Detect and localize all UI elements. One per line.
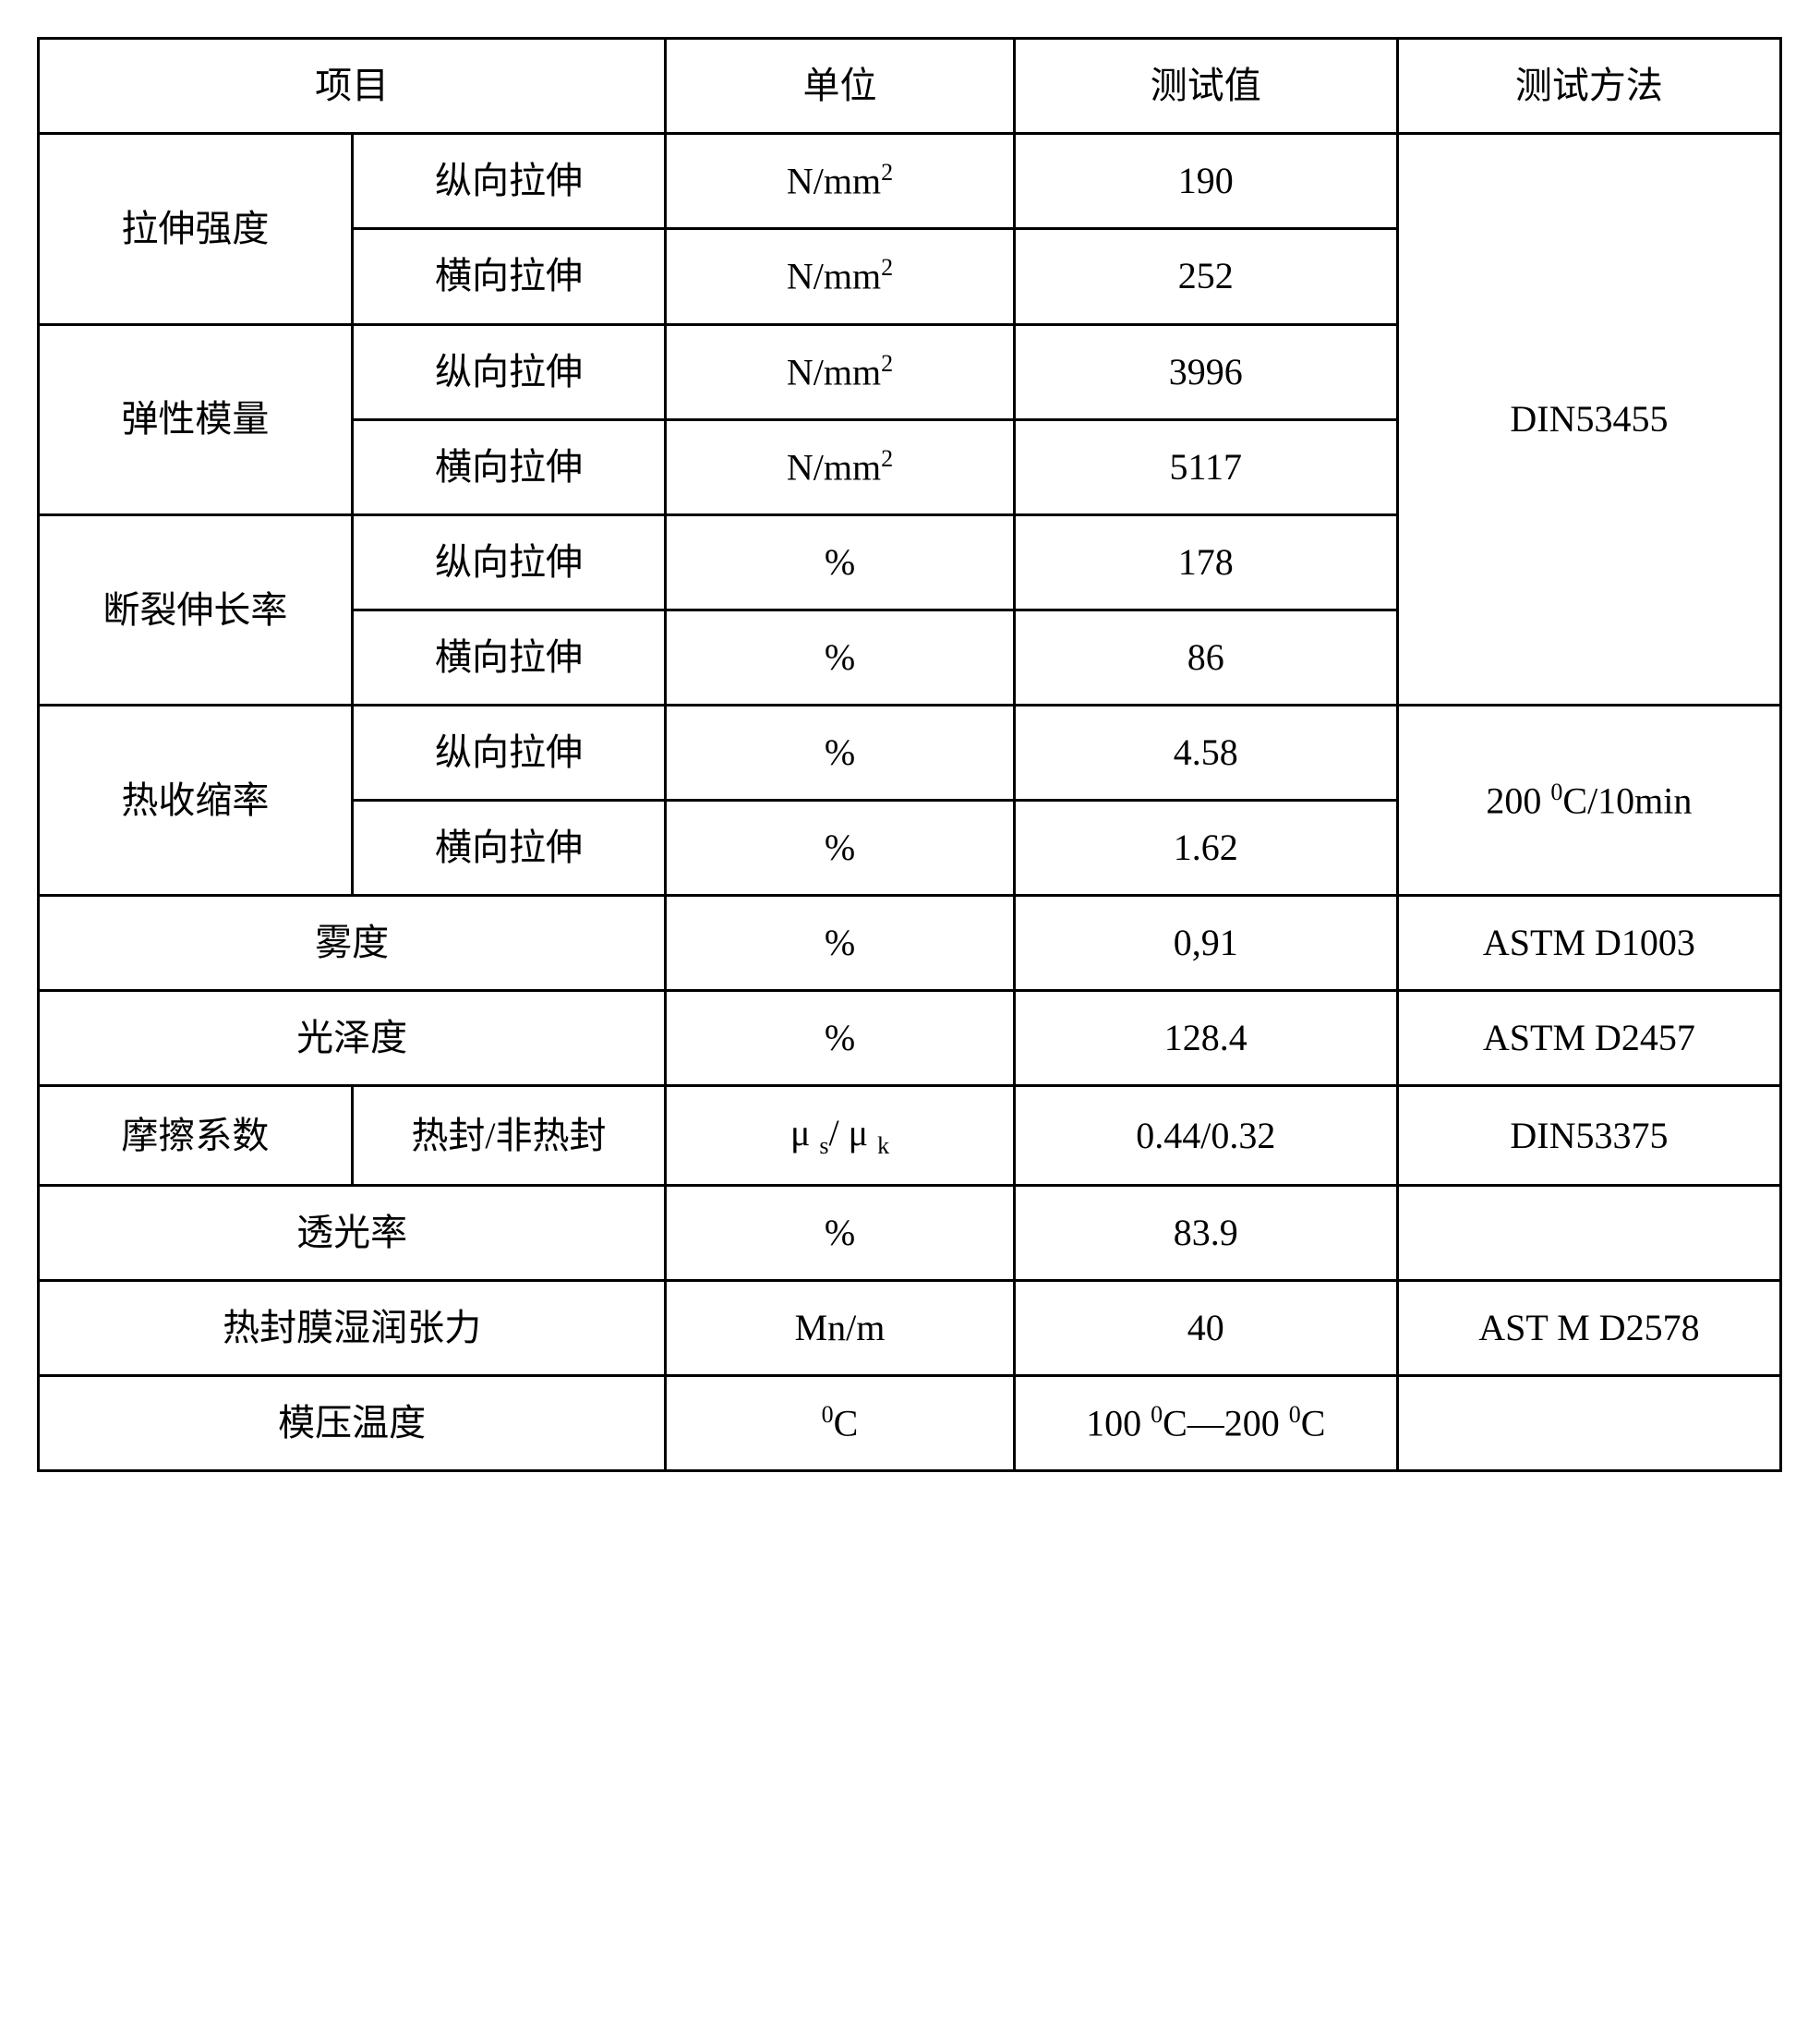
value-cell: 178: [1014, 515, 1397, 610]
row-name: 雾度: [39, 896, 666, 991]
value-cell: 40: [1014, 1281, 1397, 1376]
direction-cell: 横向拉伸: [352, 419, 666, 514]
unit-cell: %: [666, 515, 1014, 610]
direction-cell: 横向拉伸: [352, 801, 666, 896]
table-row: 模压温度 0C 100 0C—200 0C: [39, 1376, 1781, 1471]
table-row: 光泽度 % 128.4 ASTM D2457: [39, 991, 1781, 1086]
table-row: 摩擦系数 热封/非热封 μ s/ μ k 0.44/0.32 DIN53375: [39, 1086, 1781, 1186]
value-cell: 5117: [1014, 419, 1397, 514]
method-cell: [1397, 1186, 1780, 1281]
header-method: 测试方法: [1397, 39, 1780, 134]
value-cell: 86: [1014, 610, 1397, 706]
value-cell: 252: [1014, 229, 1397, 324]
value-cell: 100 0C—200 0C: [1014, 1376, 1397, 1471]
group-name: 断裂伸长率: [39, 515, 353, 706]
direction-cell: 横向拉伸: [352, 610, 666, 706]
direction-cell: 纵向拉伸: [352, 515, 666, 610]
direction-cell: 横向拉伸: [352, 229, 666, 324]
table-row: 热收缩率 纵向拉伸 % 4.58 200 0C/10min: [39, 706, 1781, 801]
unit-cell: Mn/m: [666, 1281, 1014, 1376]
unit-cell: %: [666, 1186, 1014, 1281]
group-name: 热收缩率: [39, 706, 353, 896]
table-header-row: 项目 单位 测试值 测试方法: [39, 39, 1781, 134]
value-cell: 83.9: [1014, 1186, 1397, 1281]
method-cell: [1397, 1376, 1780, 1471]
table-row: 热封膜湿润张力 Mn/m 40 AST M D2578: [39, 1281, 1781, 1376]
group-name: 拉伸强度: [39, 134, 353, 325]
header-item: 项目: [39, 39, 666, 134]
unit-cell: %: [666, 991, 1014, 1086]
direction-cell: 纵向拉伸: [352, 324, 666, 419]
unit-cell: %: [666, 706, 1014, 801]
method-cell: 200 0C/10min: [1397, 706, 1780, 896]
header-value: 测试值: [1014, 39, 1397, 134]
table-row: 雾度 % 0,91 ASTM D1003: [39, 896, 1781, 991]
unit-cell: N/mm2: [666, 324, 1014, 419]
unit-cell: N/mm2: [666, 134, 1014, 229]
method-cell: ASTM D2457: [1397, 991, 1780, 1086]
unit-cell: %: [666, 610, 1014, 706]
method-cell: AST M D2578: [1397, 1281, 1780, 1376]
header-unit: 单位: [666, 39, 1014, 134]
method-cell: DIN53455: [1397, 134, 1780, 706]
value-cell: 1.62: [1014, 801, 1397, 896]
table-row: 透光率 % 83.9: [39, 1186, 1781, 1281]
unit-cell: N/mm2: [666, 229, 1014, 324]
unit-cell: N/mm2: [666, 419, 1014, 514]
row-name: 光泽度: [39, 991, 666, 1086]
value-cell: 0,91: [1014, 896, 1397, 991]
method-cell: ASTM D1003: [1397, 896, 1780, 991]
unit-cell: 0C: [666, 1376, 1014, 1471]
value-cell: 128.4: [1014, 991, 1397, 1086]
table-row: 拉伸强度 纵向拉伸 N/mm2 190 DIN53455: [39, 134, 1781, 229]
direction-cell: 纵向拉伸: [352, 134, 666, 229]
properties-table: 项目 单位 测试值 测试方法 拉伸强度 纵向拉伸 N/mm2 190 DIN53…: [37, 37, 1782, 1472]
row-name: 热封膜湿润张力: [39, 1281, 666, 1376]
unit-cell: μ s/ μ k: [666, 1086, 1014, 1186]
unit-cell: %: [666, 801, 1014, 896]
value-cell: 4.58: [1014, 706, 1397, 801]
value-cell: 190: [1014, 134, 1397, 229]
unit-cell: %: [666, 896, 1014, 991]
value-cell: 3996: [1014, 324, 1397, 419]
direction-cell: 纵向拉伸: [352, 706, 666, 801]
direction-cell: 热封/非热封: [352, 1086, 666, 1186]
group-name: 弹性模量: [39, 324, 353, 515]
row-name: 透光率: [39, 1186, 666, 1281]
row-name: 模压温度: [39, 1376, 666, 1471]
method-cell: DIN53375: [1397, 1086, 1780, 1186]
row-name: 摩擦系数: [39, 1086, 353, 1186]
value-cell: 0.44/0.32: [1014, 1086, 1397, 1186]
